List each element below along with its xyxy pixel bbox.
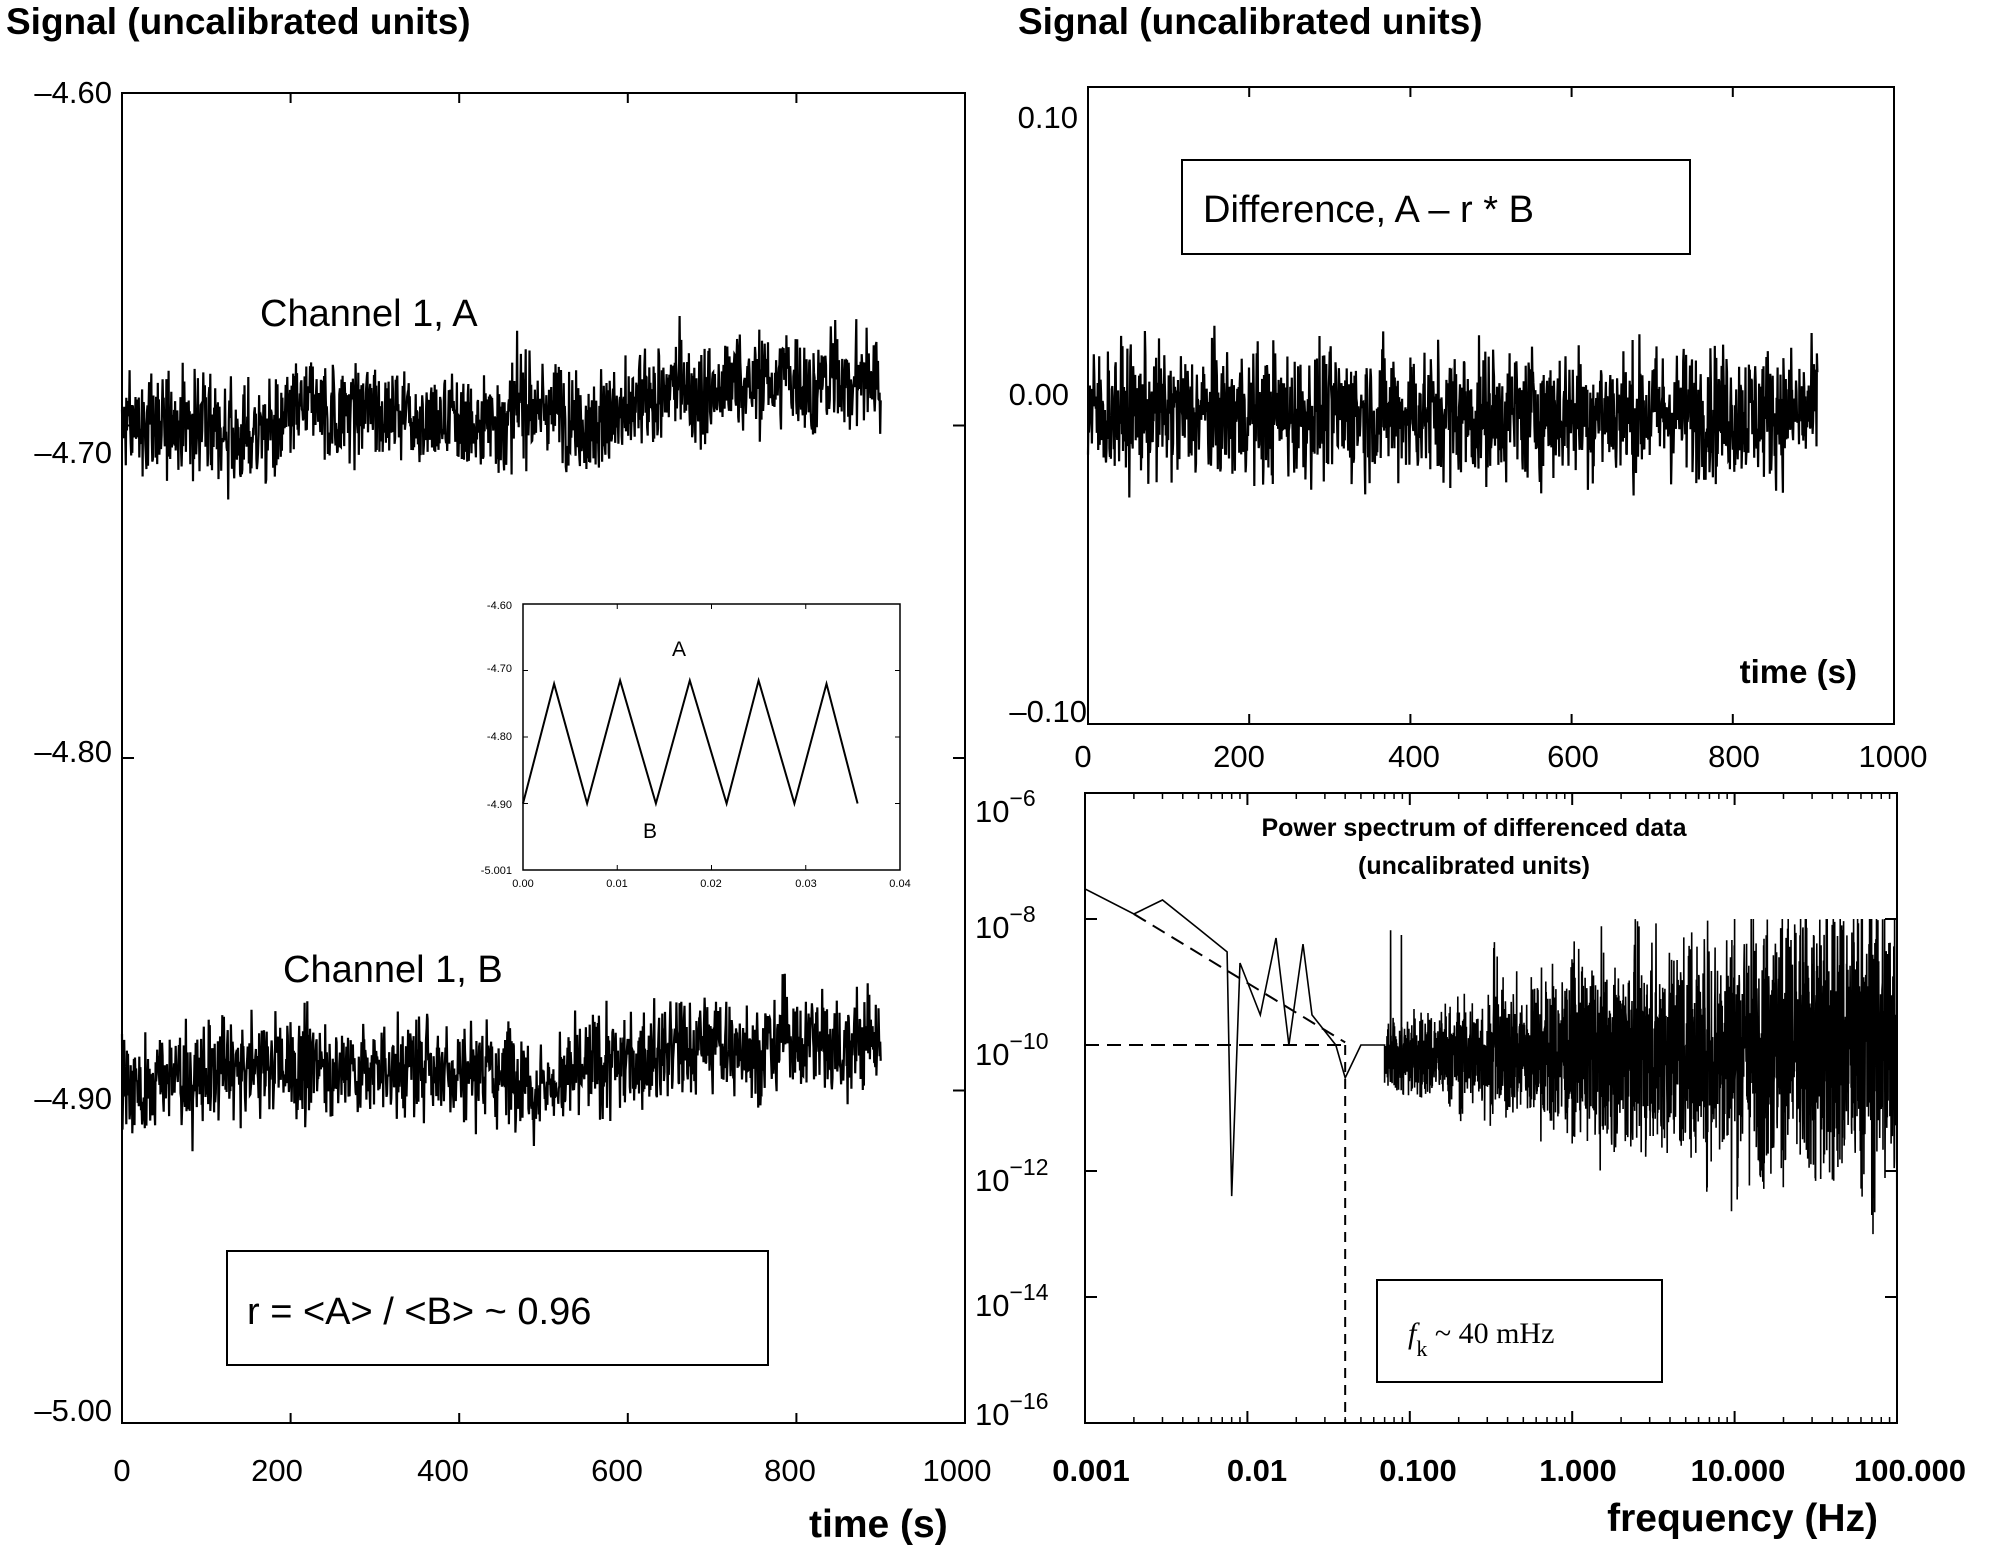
series-line-a bbox=[120, 315, 882, 500]
spectrum-y-ticks: 10−6 10−8 10−10 10−12 10−14 10−16 bbox=[975, 785, 1049, 1432]
series-line-b bbox=[120, 973, 882, 1152]
ratio-box bbox=[226, 1250, 769, 1366]
spectrum-line bbox=[1084, 888, 1898, 1235]
ratio-label: r = <A> / <B> ~ 0.96 bbox=[247, 1291, 591, 1333]
left-y-tick: –4.90 bbox=[34, 1081, 112, 1116]
inset-x-tick: 0.00 bbox=[512, 878, 533, 890]
left-tick-marks bbox=[121, 92, 966, 1424]
top-right-y-tick: 0.10 bbox=[1018, 100, 1078, 135]
left-series-channel-a bbox=[120, 315, 882, 500]
left-y-tick: –4.60 bbox=[34, 75, 112, 110]
inset-plot-frame bbox=[522, 603, 901, 871]
left-y-tick: –5.00 bbox=[34, 1393, 112, 1428]
top-right-plot-frame bbox=[1087, 86, 1895, 725]
spectrum-tick-marks bbox=[1084, 792, 1898, 1424]
left-y-axis-label: Signal (uncalibrated units) bbox=[6, 1, 471, 42]
spectrum-x-tick: 100.000 bbox=[1854, 1453, 1966, 1488]
top-right-series-difference bbox=[1086, 325, 1819, 498]
top-right-x-tick: 200 bbox=[1213, 739, 1265, 774]
top-right-x-tick: 0 bbox=[1074, 739, 1091, 774]
spectrum-x-axis-label: frequency (Hz) bbox=[1607, 1497, 1878, 1540]
top-right-x-tick: 800 bbox=[1708, 739, 1760, 774]
inset-x-tick: 0.04 bbox=[889, 878, 910, 890]
inset-tick-marks bbox=[522, 603, 901, 871]
inset-series-line bbox=[522, 676, 859, 808]
inset-y-tick: -4.70 bbox=[487, 663, 512, 675]
top-right-y-tick: –0.10 bbox=[1009, 694, 1087, 729]
inset-chart: -4.60 -4.70 -4.80 -4.90 -5.001 0.00 0.01… bbox=[481, 600, 911, 890]
top-right-x-tick: 1000 bbox=[1859, 739, 1928, 774]
inset-x-tick: 0.02 bbox=[700, 878, 721, 890]
left-x-ticks: 0 200 400 600 800 1000 bbox=[113, 1453, 991, 1488]
top-right-x-tick: 600 bbox=[1547, 739, 1599, 774]
top-right-y-ticks: 0.10 0.00 –0.10 bbox=[1009, 100, 1087, 729]
inset-y-tick: -5.001 bbox=[481, 865, 512, 877]
spectrum-y-tick: 10−12 bbox=[975, 1154, 1049, 1198]
top-right-tick-marks bbox=[1087, 87, 1895, 724]
inset-label-b: B bbox=[643, 820, 657, 843]
top-right-panel: Signal (uncalibrated units) 0.10 0.00 –0… bbox=[1009, 1, 1928, 774]
left-y-tick: –4.80 bbox=[34, 734, 112, 769]
inset-label-a: A bbox=[672, 638, 686, 661]
spectrum-series bbox=[1084, 888, 1898, 1235]
inset-y-ticks: -4.60 -4.70 -4.80 -4.90 -5.001 bbox=[481, 600, 512, 877]
spectrum-y-tick: 10−10 bbox=[975, 1028, 1049, 1072]
left-x-tick: 400 bbox=[417, 1453, 469, 1488]
left-x-tick: 200 bbox=[251, 1453, 303, 1488]
spectrum-subtitle: (uncalibrated units) bbox=[1358, 852, 1590, 880]
spectrum-fit-line bbox=[1133, 913, 1346, 1044]
top-right-x-axis-label: time (s) bbox=[1740, 653, 1857, 690]
difference-box bbox=[1181, 159, 1691, 255]
inset-y-tick: -4.60 bbox=[487, 600, 512, 612]
spectrum-y-tick: 10−8 bbox=[975, 901, 1036, 945]
inset-x-tick: 0.03 bbox=[795, 878, 816, 890]
left-x-tick: 0 bbox=[113, 1453, 130, 1488]
bottom-right-panel: 10−6 10−8 10−10 10−12 10−14 10−16 0.001 … bbox=[975, 785, 1966, 1540]
left-y-tick: –4.70 bbox=[34, 435, 112, 470]
inset-y-tick: -4.90 bbox=[487, 799, 512, 811]
left-x-axis-label: time (s) bbox=[809, 1503, 948, 1546]
spectrum-x-tick: 1.000 bbox=[1539, 1453, 1617, 1488]
top-right-y-tick: 0.00 bbox=[1009, 377, 1069, 412]
left-panel: Signal (uncalibrated units) –4.60 –4.70 … bbox=[6, 1, 991, 1546]
left-y-ticks: –4.60 –4.70 –4.80 –4.90 –5.00 bbox=[34, 75, 112, 1428]
top-right-y-axis-label: Signal (uncalibrated units) bbox=[1018, 1, 1483, 42]
spectrum-x-tick: 10.000 bbox=[1691, 1453, 1786, 1488]
difference-label: Difference, A – r * B bbox=[1203, 189, 1534, 231]
difference-line bbox=[1086, 325, 1819, 498]
spectrum-x-tick: 0.001 bbox=[1052, 1453, 1130, 1488]
spectrum-y-tick: 10−16 bbox=[975, 1388, 1049, 1432]
spectrum-title: Power spectrum of differenced data bbox=[1261, 814, 1687, 842]
inset-y-tick: -4.80 bbox=[487, 731, 512, 743]
spectrum-y-tick: 10−14 bbox=[975, 1279, 1049, 1323]
left-x-tick: 1000 bbox=[923, 1453, 992, 1488]
channel-a-label: Channel 1, A bbox=[260, 293, 478, 335]
spectrum-x-tick: 0.100 bbox=[1379, 1453, 1457, 1488]
left-x-tick: 800 bbox=[764, 1453, 816, 1488]
left-x-tick: 600 bbox=[591, 1453, 643, 1488]
top-right-x-tick: 400 bbox=[1388, 739, 1440, 774]
left-series-channel-b bbox=[120, 973, 882, 1152]
channel-b-label: Channel 1, B bbox=[283, 949, 503, 991]
knee-box bbox=[1376, 1279, 1663, 1383]
spectrum-x-ticks: 0.001 0.01 0.100 1.000 10.000 100.000 bbox=[1052, 1453, 1966, 1488]
inset-x-tick: 0.01 bbox=[606, 878, 627, 890]
inset-x-ticks: 0.00 0.01 0.02 0.03 0.04 bbox=[512, 878, 910, 890]
top-right-x-ticks: 0 200 400 600 800 1000 bbox=[1074, 739, 1927, 774]
spectrum-y-tick: 10−6 bbox=[975, 785, 1036, 829]
spectrum-x-tick: 0.01 bbox=[1227, 1453, 1287, 1488]
